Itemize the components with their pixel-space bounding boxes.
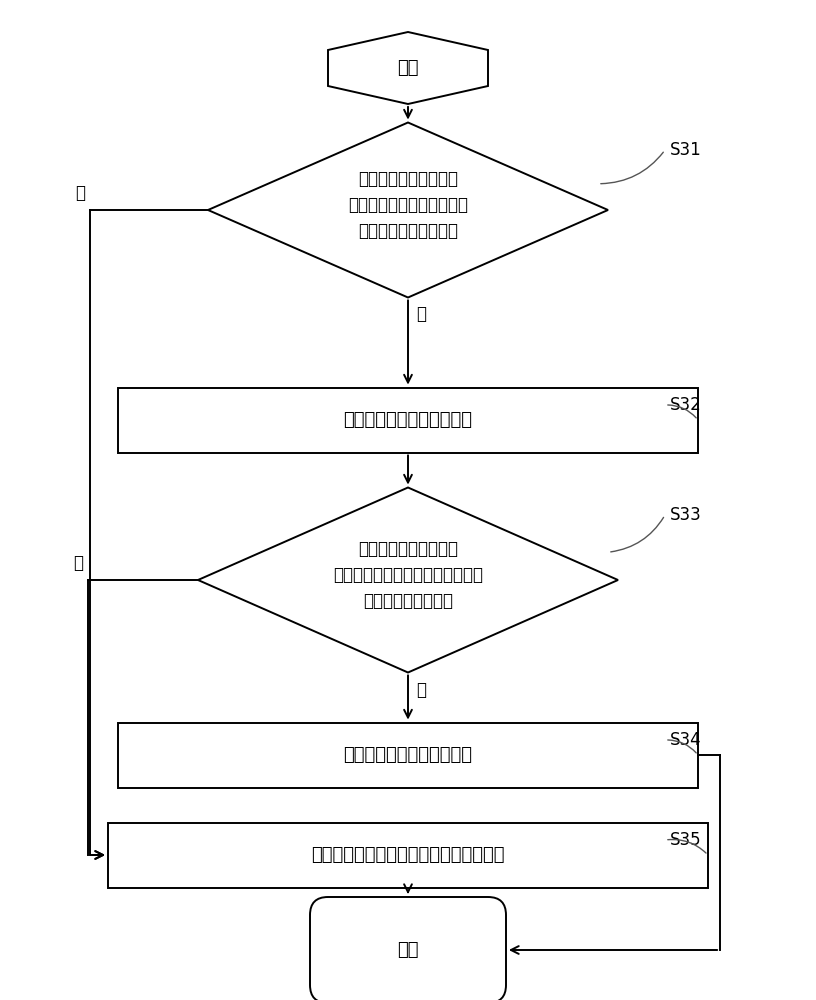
Text: 结束: 结束: [397, 941, 419, 959]
Text: S34: S34: [670, 731, 702, 749]
Text: 是: 是: [75, 184, 85, 202]
Bar: [118, 722, 698, 788]
FancyBboxPatch shape: [310, 897, 506, 1000]
Polygon shape: [328, 32, 488, 104]
Text: 判断车地通信原始数据
的数值是否在车地通信原始
数据的基础取值范围内: 判断车地通信原始数据 的数值是否在车地通信原始 数据的基础取值范围内: [348, 170, 468, 240]
Text: 确定车地通信原始数据存在潜在故障风险: 确定车地通信原始数据存在潜在故障风险: [311, 846, 505, 864]
Text: 开始: 开始: [397, 59, 419, 77]
Text: S32: S32: [670, 396, 702, 414]
Text: 是: 是: [416, 680, 426, 698]
Text: S31: S31: [670, 141, 702, 159]
Text: S35: S35: [670, 831, 702, 849]
Polygon shape: [198, 488, 618, 672]
Text: 判断车地通信原始数据
的数值是否在车地通信原始数据的
通信正常取值范围内: 判断车地通信原始数据 的数值是否在车地通信原始数据的 通信正常取值范围内: [333, 540, 483, 610]
Text: 否: 否: [73, 554, 83, 572]
Text: 确定车地通信原始数据正常: 确定车地通信原始数据正常: [344, 746, 472, 764]
Polygon shape: [208, 122, 608, 298]
Text: S33: S33: [670, 506, 702, 524]
Bar: [108, 822, 708, 888]
Text: 否: 否: [416, 306, 426, 324]
Text: 确定车地通信原始数据异常: 确定车地通信原始数据异常: [344, 411, 472, 429]
Bar: [118, 387, 698, 452]
